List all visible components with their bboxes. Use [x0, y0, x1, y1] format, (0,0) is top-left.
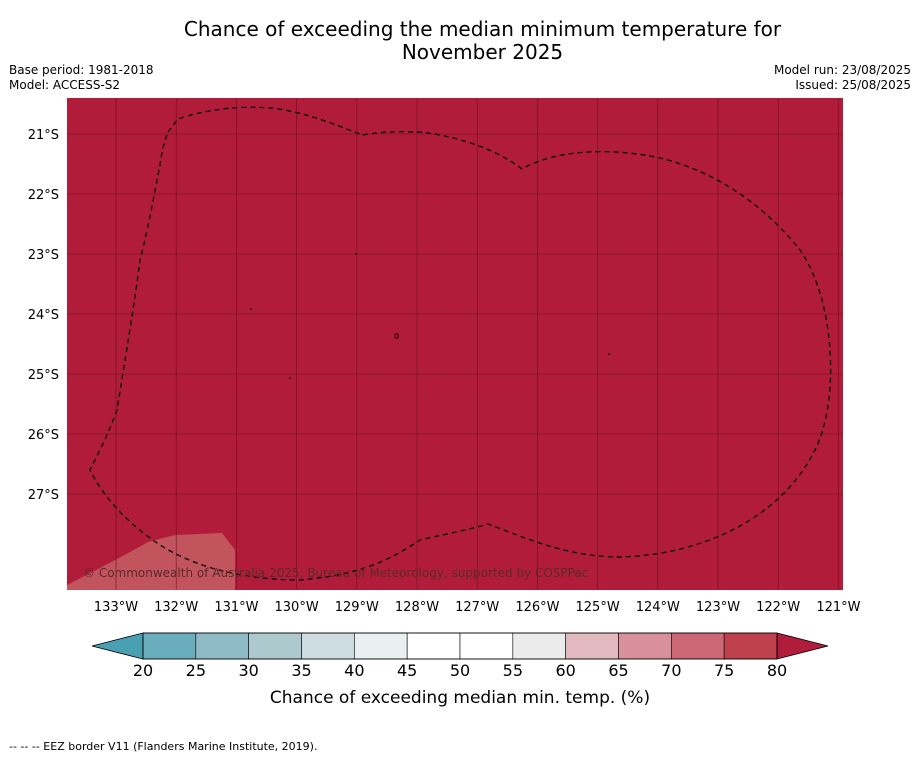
colorbar-over-arrow: [776, 632, 829, 660]
colorbar-segment: [248, 632, 302, 660]
colorbar-segment: [301, 632, 355, 660]
colorbar-segment: [195, 632, 249, 660]
lon-tick-label: 125°W: [576, 600, 620, 615]
lat-tick-label: 21°S: [28, 128, 59, 143]
base-period: Base period: 1981-2018: [9, 63, 154, 77]
lat-tick-label: 24°S: [28, 308, 59, 323]
lat-tick-label: 25°S: [28, 368, 59, 383]
eez-border: [89, 106, 832, 581]
issued-date: Issued: 25/08/2025: [795, 78, 911, 92]
colorbar-segments: [142, 632, 778, 660]
island-marker: [394, 333, 399, 339]
map-credit: © Commonwealth of Australia 2025, Bureau…: [83, 566, 588, 580]
lon-tick-label: 131°W: [214, 600, 258, 615]
colorbar-tick-label: 40: [344, 661, 364, 680]
lon-tick-label: 132°W: [154, 600, 198, 615]
lon-tick-label: 130°W: [275, 600, 319, 615]
lon-tick-label: 122°W: [756, 600, 800, 615]
colorbar-title: Chance of exceeding median min. temp. (%…: [270, 688, 650, 708]
island-marker: [289, 377, 291, 379]
lon-tick-label: 133°W: [94, 600, 138, 615]
colorbar-segment: [723, 632, 778, 660]
lat-tick-label: 26°S: [28, 428, 59, 443]
title-line-2: November 2025: [401, 40, 564, 64]
lat-tick-label: 23°S: [28, 248, 59, 263]
colorbar-segment: [618, 632, 672, 660]
colorbar-segment: [354, 632, 408, 660]
colorbar-segment: [459, 632, 514, 660]
map-panel: © Commonwealth of Australia 2025, Bureau…: [67, 98, 843, 590]
colorbar-tick-label: 45: [397, 661, 417, 680]
colorbar-tick-label: 30: [238, 661, 258, 680]
lower-probability-patch: [67, 533, 235, 590]
colorbar-tick-label: 20: [133, 661, 153, 680]
colorbar-segment: [565, 632, 619, 660]
lon-tick-label: 127°W: [455, 600, 499, 615]
colorbar-tick-label: 70: [661, 661, 681, 680]
footnote: -- -- -- EEZ border V11 (Flanders Marine…: [9, 740, 318, 753]
meta-right: Model run: 23/08/2025 Issued: 25/08/2025: [774, 63, 911, 93]
latitude-labels: 21°S 22°S 23°S 24°S 25°S 26°S 27°S: [28, 128, 59, 503]
colorbar-tick-label: 55: [503, 661, 523, 680]
lon-tick-label: 128°W: [395, 600, 439, 615]
lat-tick-label: 22°S: [28, 188, 59, 203]
lat-tick-label: 27°S: [28, 488, 59, 503]
colorbar: 20 25 30 35 40 45 50 55 60 65 70 75 80 Chance of exc…: [91, 632, 829, 708]
colorbar-segment: [142, 632, 197, 660]
colorbar-tick-label: 75: [714, 661, 734, 680]
colorbar-tick-label: 50: [450, 661, 470, 680]
colorbar-segment: [671, 632, 725, 660]
longitude-labels: 133°W 132°W 131°W 130°W 129°W 128°W 127°W 126°W…: [94, 600, 861, 615]
model-name: Model: ACCESS-S2: [9, 78, 121, 92]
lon-tick-label: 121°W: [816, 600, 860, 615]
map-background: [67, 98, 843, 590]
colorbar-segment: [512, 632, 566, 660]
colorbar-frame: [142, 632, 778, 660]
gridlines: [67, 98, 843, 590]
colorbar-under-arrow: [91, 632, 144, 660]
colorbar-tick-label: 80: [767, 661, 787, 680]
lon-tick-label: 124°W: [636, 600, 680, 615]
lon-tick-label: 126°W: [515, 600, 559, 615]
colorbar-ticks: 20 25 30 35 40 45 50 55 60 65 70 75 80: [133, 661, 787, 680]
island-marker: [250, 308, 252, 310]
lon-tick-label: 123°W: [696, 600, 740, 615]
meta-left: Base period: 1981-2018 Model: ACCESS-S2: [9, 63, 154, 93]
colorbar-segment: [406, 632, 461, 660]
lon-tick-label: 129°W: [335, 600, 379, 615]
colorbar-tick-label: 35: [291, 661, 311, 680]
island-marker: [608, 353, 610, 355]
colorbar-tick-label: 60: [555, 661, 575, 680]
colorbar-tick-label: 65: [608, 661, 628, 680]
colorbar-tick-label: 25: [186, 661, 206, 680]
chart-title: Chance of exceeding the median minimum t…: [0, 18, 919, 64]
model-run: Model run: 23/08/2025: [773, 63, 911, 77]
island-marker: [355, 253, 357, 255]
map-figure: © Commonwealth of Australia 2025, Bureau…: [28, 98, 861, 708]
title-line-1: Chance of exceeding the median minimum t…: [183, 17, 782, 41]
